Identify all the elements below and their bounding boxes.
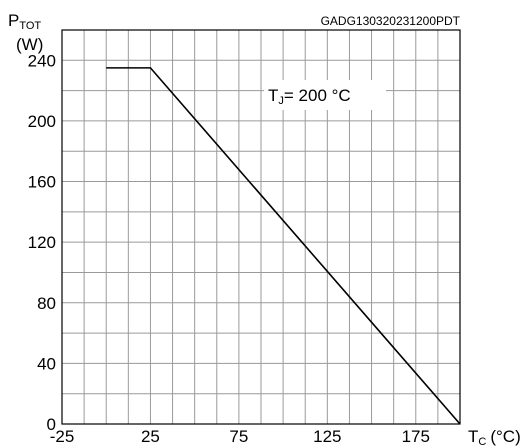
y-axis-subscript: TOT — [19, 20, 41, 32]
y-tick-label: 200 — [28, 112, 56, 131]
grid — [62, 30, 460, 424]
x-tick-labels: -25 25 75 125 175 — [50, 427, 430, 446]
annotation-bg — [264, 80, 386, 110]
y-tick-label: 80 — [37, 294, 56, 313]
x-axis-symbol: T — [468, 427, 478, 446]
x-axis-subscript: C — [478, 436, 486, 448]
junction-temperature-annotation: TJ= 200 °C — [268, 86, 351, 107]
y-tick-label: 240 — [28, 51, 56, 70]
y-axis-title: PTOT — [8, 11, 41, 32]
x-tick-label: -25 — [50, 427, 75, 446]
annotation-value: = 200 °C — [284, 86, 351, 105]
x-tick-label: 125 — [313, 427, 341, 446]
x-tick-label: 175 — [402, 427, 430, 446]
x-tick-label: 25 — [141, 427, 160, 446]
y-tick-labels: 0 40 80 120 160 200 240 — [28, 51, 56, 434]
annotation-symbol: T — [268, 86, 278, 105]
power-derating-line — [106, 67, 461, 425]
x-axis-title: TC (°C) — [468, 427, 521, 448]
x-axis-unit: (°C) — [490, 427, 520, 446]
annotation-subscript: J — [278, 95, 284, 107]
y-tick-label: 0 — [47, 415, 56, 434]
y-axis-unit: (W) — [16, 35, 43, 54]
y-axis-symbol: P — [8, 11, 19, 30]
chart-code: GADG130320231200PDT — [321, 14, 461, 28]
x-tick-label: 75 — [229, 427, 248, 446]
series-layer — [106, 67, 461, 425]
y-tick-label: 160 — [28, 173, 56, 192]
y-tick-label: 40 — [37, 354, 56, 373]
plot-frame — [61, 29, 461, 425]
y-tick-label: 120 — [28, 233, 56, 252]
